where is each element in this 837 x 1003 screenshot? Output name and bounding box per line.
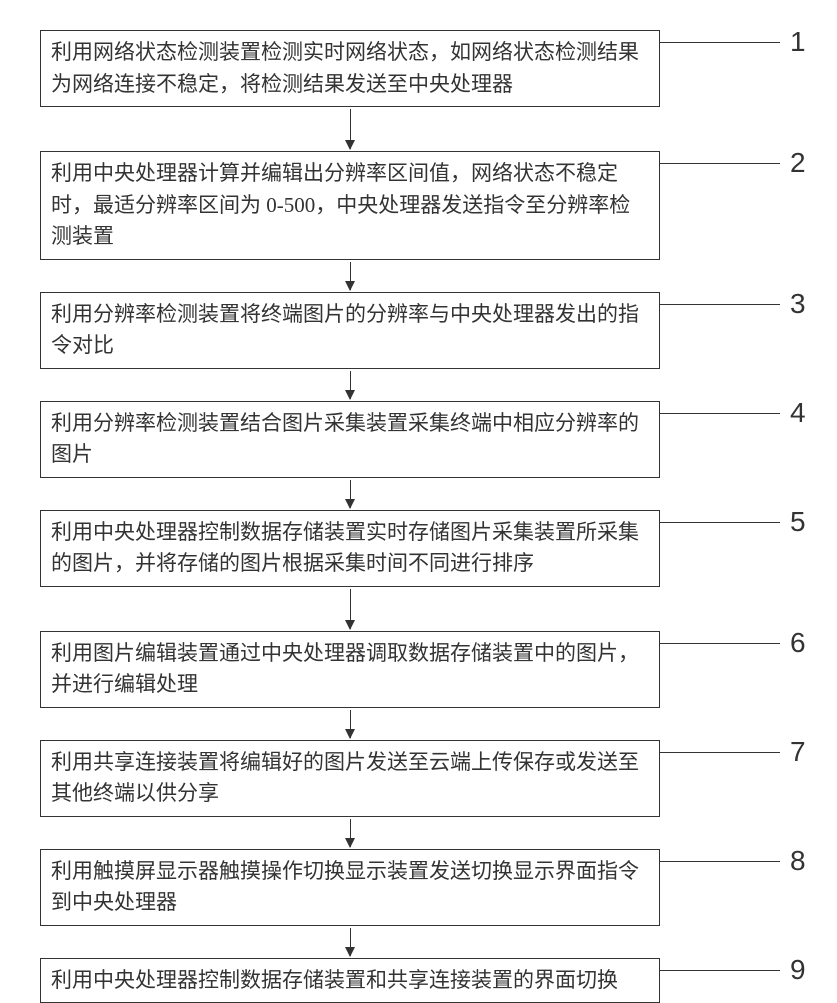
step-box-5: 利用中央处理器控制数据存储装置实时存储图片采集装置所采集的图片，并将存储的图片根… [40, 510, 660, 587]
arrow-6 [40, 708, 660, 740]
arrow-4 [40, 478, 660, 510]
step-label-3: 3 [790, 288, 806, 320]
step-text: 利用网络状态检测装置检测实时网络状态，如网络状态检测结果为网络连接不稳定，将检测… [51, 40, 639, 96]
step-box-4: 利用分辨率检测装置结合图片采集装置采集终端中相应分辨率的图片 [40, 401, 660, 478]
step-box-7: 利用共享连接装置将编辑好的图片发送至云端上传保存或发送至其他终端以供分享 [40, 740, 660, 817]
label-connector [660, 752, 780, 753]
label-connector [660, 970, 780, 971]
step-text: 利用中央处理器控制数据存储装置和共享连接装置的界面切换 [51, 968, 618, 992]
step-text: 利用图片编辑装置通过中央处理器调取数据存储装置中的图片，并进行编辑处理 [51, 641, 639, 697]
step-row-5: 利用中央处理器控制数据存储装置实时存储图片采集装置所采集的图片，并将存储的图片根… [40, 510, 797, 587]
step-label-9: 9 [790, 954, 806, 986]
step-box-2: 利用中央处理器计算并编辑出分辨率区间值，网络状态不稳定时，最适分辨率区间为 0-… [40, 151, 660, 260]
step-row-3: 利用分辨率检测装置将终端图片的分辨率与中央处理器发出的指令对比 3 [40, 292, 797, 369]
arrow-8 [40, 926, 660, 958]
step-label-1: 1 [790, 26, 806, 58]
arrow-1 [40, 107, 660, 151]
step-box-6: 利用图片编辑装置通过中央处理器调取数据存储装置中的图片，并进行编辑处理 [40, 631, 660, 708]
step-label-7: 7 [790, 736, 806, 768]
arrow-5 [40, 587, 660, 631]
step-row-2: 利用中央处理器计算并编辑出分辨率区间值，网络状态不稳定时，最适分辨率区间为 0-… [40, 151, 797, 260]
step-label-4: 4 [790, 397, 806, 429]
label-connector [660, 42, 780, 43]
step-label-5: 5 [790, 506, 806, 538]
flowchart-container: 利用网络状态检测装置检测实时网络状态，如网络状态检测结果为网络连接不稳定，将检测… [40, 30, 797, 1003]
step-box-9: 利用中央处理器控制数据存储装置和共享连接装置的界面切换 [40, 958, 660, 1003]
step-box-1: 利用网络状态检测装置检测实时网络状态，如网络状态检测结果为网络连接不稳定，将检测… [40, 30, 660, 107]
step-row-7: 利用共享连接装置将编辑好的图片发送至云端上传保存或发送至其他终端以供分享 7 [40, 740, 797, 817]
step-box-8: 利用触摸屏显示器触摸操作切换显示装置发送切换显示界面指令到中央处理器 [40, 849, 660, 926]
step-text: 利用共享连接装置将编辑好的图片发送至云端上传保存或发送至其他终端以供分享 [51, 750, 639, 806]
step-text: 利用中央处理器控制数据存储装置实时存储图片采集装置所采集的图片，并将存储的图片根… [51, 520, 639, 576]
step-label-2: 2 [790, 147, 806, 179]
label-connector [660, 861, 780, 862]
step-box-3: 利用分辨率检测装置将终端图片的分辨率与中央处理器发出的指令对比 [40, 292, 660, 369]
label-connector [660, 304, 780, 305]
label-connector [660, 163, 780, 164]
step-label-8: 8 [790, 845, 806, 877]
label-connector [660, 413, 780, 414]
label-connector [660, 522, 780, 523]
arrow-3 [40, 369, 660, 401]
step-row-8: 利用触摸屏显示器触摸操作切换显示装置发送切换显示界面指令到中央处理器 8 [40, 849, 797, 926]
step-text: 利用分辨率检测装置将终端图片的分辨率与中央处理器发出的指令对比 [51, 302, 639, 358]
step-row-4: 利用分辨率检测装置结合图片采集装置采集终端中相应分辨率的图片 4 [40, 401, 797, 478]
step-row-9: 利用中央处理器控制数据存储装置和共享连接装置的界面切换 9 [40, 958, 797, 1003]
step-text: 利用触摸屏显示器触摸操作切换显示装置发送切换显示界面指令到中央处理器 [51, 859, 639, 915]
label-connector [660, 643, 780, 644]
step-row-6: 利用图片编辑装置通过中央处理器调取数据存储装置中的图片，并进行编辑处理 6 [40, 631, 797, 708]
step-row-1: 利用网络状态检测装置检测实时网络状态，如网络状态检测结果为网络连接不稳定，将检测… [40, 30, 797, 107]
step-text: 利用分辨率检测装置结合图片采集装置采集终端中相应分辨率的图片 [51, 411, 639, 467]
arrow-2 [40, 260, 660, 292]
step-label-6: 6 [790, 627, 806, 659]
step-text: 利用中央处理器计算并编辑出分辨率区间值，网络状态不稳定时，最适分辨率区间为 0-… [51, 161, 630, 248]
arrow-7 [40, 817, 660, 849]
